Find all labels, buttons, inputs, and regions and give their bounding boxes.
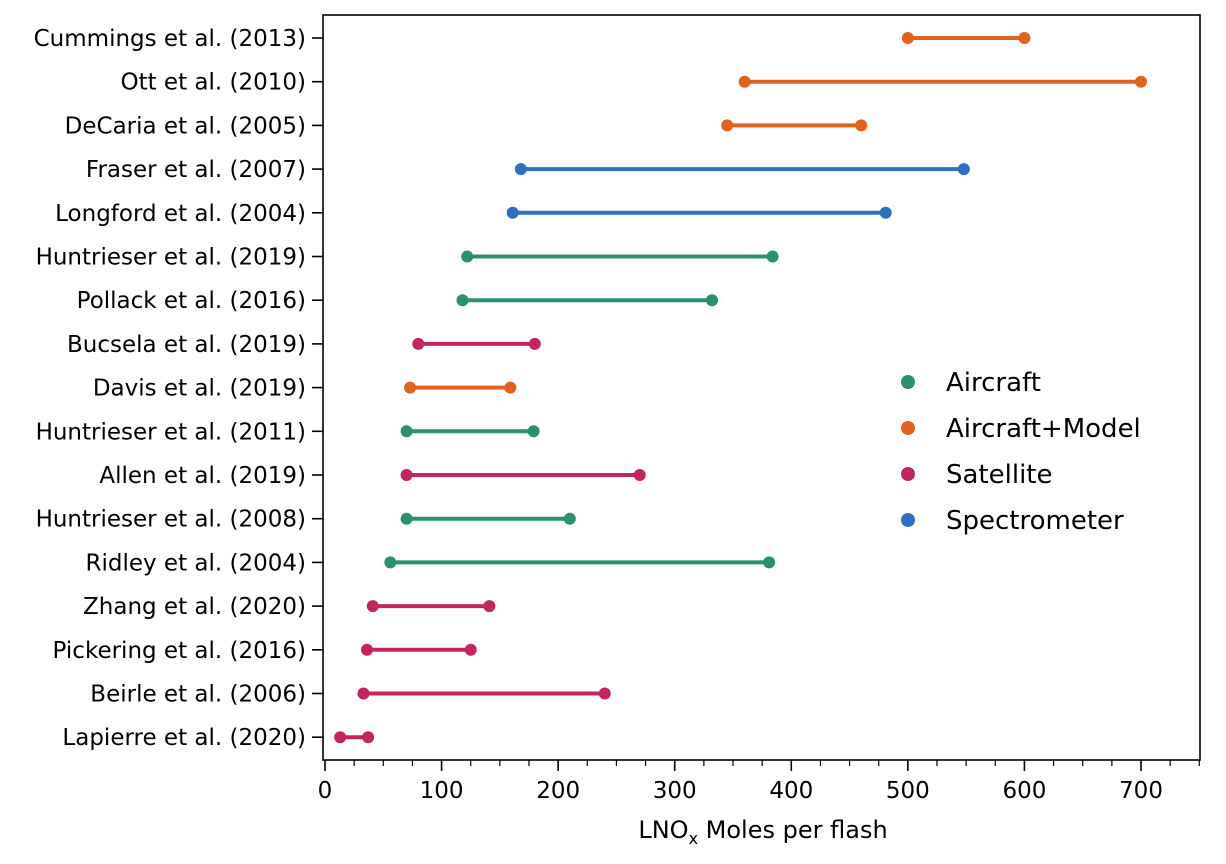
range-high-point xyxy=(483,600,496,613)
x-tick-label: 100 xyxy=(420,778,464,804)
range-low-point xyxy=(400,469,413,481)
y-tick-label: Pickering et al. (2016) xyxy=(53,638,306,664)
range-low-point xyxy=(400,512,413,525)
range-low-point xyxy=(461,250,474,263)
range-low-point xyxy=(901,32,914,44)
y-tick-label: Bucsela et al. (2019) xyxy=(67,332,306,358)
range-high-point xyxy=(528,337,541,350)
range-high-point xyxy=(1135,75,1147,88)
x-tick-label: 700 xyxy=(1119,778,1163,804)
data-ranges xyxy=(334,32,1147,744)
range-high-point xyxy=(766,250,779,263)
y-tick-label: Lapierre et al. (2020) xyxy=(62,725,306,751)
y-tick-label: Ridley et al. (2004) xyxy=(86,550,307,576)
legend-label: Satellite xyxy=(946,460,1053,490)
y-tick-label: Allen et al. (2019) xyxy=(99,463,306,489)
range-high-point xyxy=(855,119,868,132)
legend-label: Aircraft xyxy=(946,368,1041,398)
y-tick-label: Fraser et al. (2007) xyxy=(86,157,306,183)
x-tick-label: 300 xyxy=(653,778,697,804)
legend-marker xyxy=(901,467,915,481)
range-high-point xyxy=(957,163,970,176)
legend-marker xyxy=(901,421,915,435)
y-tick-label: Beirle et al. (2006) xyxy=(90,682,306,708)
legend-label: Aircraft+Model xyxy=(946,414,1141,444)
range-high-point xyxy=(464,643,477,656)
range-high-point xyxy=(706,294,719,307)
range-low-point xyxy=(721,119,734,132)
y-tick-label: Pollack et al. (2016) xyxy=(77,288,306,314)
range-low-point xyxy=(738,75,751,88)
x-tick-label: 400 xyxy=(769,778,813,804)
range-low-point xyxy=(360,643,373,656)
range-low-point xyxy=(334,731,347,744)
range-high-point xyxy=(362,731,375,744)
range-low-point xyxy=(412,337,425,350)
range-low-point xyxy=(456,294,469,307)
range-high-point xyxy=(879,206,892,219)
y-tick-label: DeCaria et al. (2005) xyxy=(65,113,306,139)
range-high-point xyxy=(763,556,776,569)
range-high-point xyxy=(598,687,611,700)
range-low-point xyxy=(357,687,370,700)
y-tick-label: Zhang et al. (2020) xyxy=(83,594,306,620)
y-tick-label: Huntrieser et al. (2008) xyxy=(36,507,306,533)
x-tick-label: 500 xyxy=(886,778,930,804)
y-tick-label: Ott et al. (2010) xyxy=(120,70,306,96)
range-low-point xyxy=(366,600,379,613)
range-low-point xyxy=(514,163,527,176)
x-tick-label: 200 xyxy=(536,778,580,804)
range-high-point xyxy=(504,381,517,394)
legend: Aircraft Aircraft+Model Satellite Spectrome… xyxy=(901,368,1141,536)
x-axis-title: LNOx Moles per flash xyxy=(638,816,887,848)
x-axis-title-subscript: x xyxy=(689,829,698,848)
range-low-point xyxy=(400,425,413,438)
range-high-point xyxy=(563,512,576,525)
legend-label: Spectrometer xyxy=(946,506,1124,536)
x-axis-title-main: LNO xyxy=(638,816,688,844)
range-low-point xyxy=(506,206,519,219)
range-high-point xyxy=(633,469,646,481)
x-axis-title-rest: Moles per flash xyxy=(698,816,888,844)
range-high-point xyxy=(1018,32,1031,44)
y-tick-label: Longford et al. (2004) xyxy=(55,201,306,227)
x-tick-label: 0 xyxy=(318,778,333,804)
range-low-point xyxy=(404,381,417,394)
y-tick-label: Davis et al. (2019) xyxy=(93,376,306,402)
y-tick-label: Huntrieser et al. (2019) xyxy=(36,245,306,271)
y-tick-label: Huntrieser et al. (2011) xyxy=(36,419,306,445)
range-high-point xyxy=(527,425,540,438)
range-low-point xyxy=(384,556,397,569)
y-tick-label: Cummings et al. (2013) xyxy=(34,26,306,52)
legend-marker xyxy=(901,375,915,389)
axis-ticks: 0 100 200 300 400 500 600 700 Cummings et al. (2… xyxy=(34,26,1200,804)
legend-marker xyxy=(901,513,915,527)
x-tick-label: 600 xyxy=(1002,778,1046,804)
